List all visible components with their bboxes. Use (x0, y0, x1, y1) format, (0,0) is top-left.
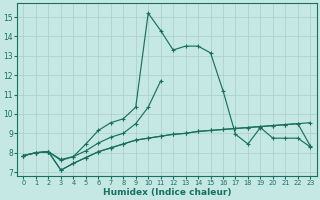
X-axis label: Humidex (Indice chaleur): Humidex (Indice chaleur) (103, 188, 231, 197)
